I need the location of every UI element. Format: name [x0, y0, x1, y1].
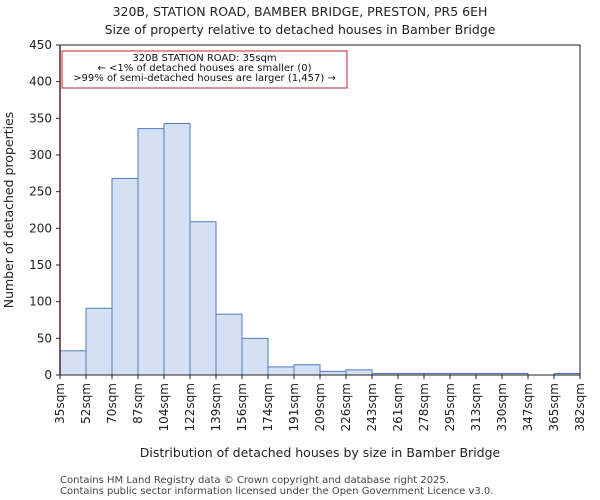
chart-title: 320B, STATION ROAD, BAMBER BRIDGE, PREST…	[113, 4, 488, 19]
x-tick-label: 139sqm	[209, 383, 223, 431]
x-tick-label: 191sqm	[287, 383, 301, 431]
x-tick-label: 35sqm	[53, 383, 67, 424]
y-tick-label: 450	[29, 38, 52, 52]
y-tick-label: 100	[29, 295, 52, 309]
y-tick-label: 350	[29, 111, 52, 125]
bar-209sqm	[319, 370, 347, 376]
y-tick-label: 400	[29, 75, 52, 89]
x-tick-label: 243sqm	[365, 383, 379, 431]
bar-191sqm	[293, 364, 321, 376]
y-tick-label: 300	[29, 148, 52, 162]
bar-122sqm	[189, 221, 217, 376]
annotation-line-2: ← <1% of detached houses are smaller (0)	[98, 63, 312, 74]
x-tick-label: 313sqm	[469, 383, 483, 431]
bar-35sqm	[59, 350, 87, 376]
plot-frame	[59, 44, 581, 376]
x-tick-label: 104sqm	[157, 383, 171, 431]
bar-52sqm	[85, 307, 113, 376]
x-tick-label: 87sqm	[131, 383, 145, 424]
footer-line-1: Contains HM Land Registry data © Crown c…	[60, 475, 449, 486]
y-tick-label: 50	[37, 331, 52, 345]
x-tick-label: 156sqm	[235, 383, 249, 431]
x-axis: 35sqm 52sqm 70sqm 87sqm 104sqm 122sqm 139sqm 15…	[53, 375, 587, 431]
x-tick-label: 365sqm	[547, 383, 561, 431]
bar-174sqm	[267, 366, 295, 376]
bars	[59, 122, 581, 376]
x-tick-label: 226sqm	[339, 383, 353, 431]
footer-line-2: Contains public sector information licen…	[60, 486, 493, 497]
x-tick-label: 295sqm	[443, 383, 457, 431]
x-tick-label: 174sqm	[261, 383, 275, 431]
y-axis-label: Number of detached properties	[1, 112, 16, 309]
x-tick-label: 278sqm	[417, 383, 431, 431]
y-tick-label: 250	[29, 185, 52, 199]
y-tick-label: 150	[29, 258, 52, 272]
x-tick-label: 209sqm	[313, 383, 327, 431]
bar-70sqm	[111, 177, 139, 376]
bar-104sqm	[163, 122, 191, 376]
x-tick-label: 52sqm	[79, 383, 93, 424]
annotation-border	[61, 50, 348, 89]
x-tick-label: 347sqm	[521, 383, 535, 431]
x-tick-label: 330sqm	[495, 383, 509, 431]
x-tick-label: 70sqm	[105, 383, 119, 424]
chart-subtitle: Size of property relative to detached ho…	[105, 22, 496, 37]
x-tick-label: 261sqm	[391, 383, 405, 431]
annotation-line-1: 320B STATION ROAD: 35sqm	[132, 53, 276, 64]
x-tick-label: 122sqm	[183, 383, 197, 431]
x-tick-label: 382sqm	[573, 383, 587, 431]
bar-139sqm	[215, 313, 243, 376]
y-axis: 0 50 100 150 200 250 300 350 400 450	[29, 38, 60, 382]
bar-226sqm	[345, 369, 373, 376]
x-axis-label: Distribution of detached houses by size …	[140, 445, 501, 460]
y-tick-label: 0	[44, 368, 52, 382]
annotation-box: 320B STATION ROAD: 35sqm ← <1% of detach…	[61, 50, 348, 89]
bar-156sqm	[241, 337, 269, 376]
annotation-line-3: >99% of semi-detached houses are larger …	[73, 73, 336, 84]
bar-87sqm	[137, 128, 165, 376]
y-tick-label: 200	[29, 221, 52, 235]
